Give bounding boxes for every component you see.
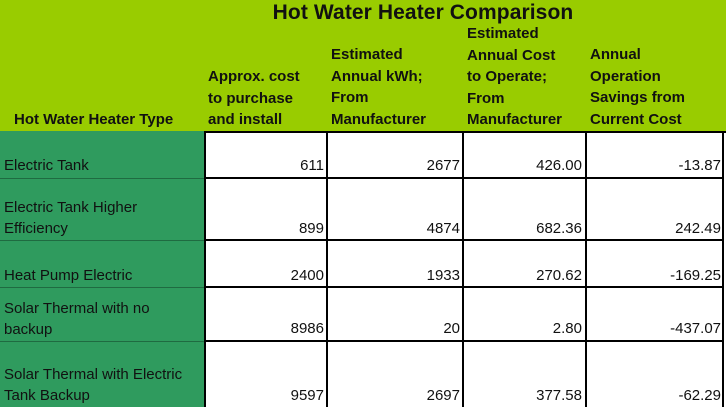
annual-cost-cell[interactable]: 2.80 <box>552 320 582 337</box>
header-annual-cost-line: From <box>467 89 505 107</box>
type-cell-line: Tank Backup <box>4 386 90 404</box>
header-kwh-line: Manufacturer <box>331 110 427 128</box>
cost-cell[interactable]: 611 <box>300 157 324 174</box>
type-row-border <box>0 341 204 342</box>
type-row-border <box>0 287 204 288</box>
savings-cell[interactable]: -62.29 <box>678 387 721 404</box>
annual-cost-cell[interactable]: 270.62 <box>536 267 582 284</box>
type-cell[interactable]: Electric Tank Higher Efficiency <box>0 198 204 239</box>
header-savings: Annual Operation Savings from Current Co… <box>590 44 685 130</box>
kwh-cell[interactable]: 4874 <box>426 220 460 237</box>
column-border <box>204 131 206 407</box>
type-cell-line: Solar Thermal with no <box>4 300 150 317</box>
header-band: Hot Water Heater Comparison Hot Water He… <box>0 0 726 131</box>
header-annual-cost-line: Annual Cost <box>467 46 556 64</box>
header-annual-cost-line: Estimated <box>467 25 539 42</box>
type-cell[interactable]: Electric Tank <box>0 156 204 177</box>
header-cost-line: to purchase <box>208 89 294 107</box>
grid-top-border <box>204 131 726 133</box>
savings-cell[interactable]: -169.25 <box>670 267 721 284</box>
cost-cell[interactable]: 8986 <box>290 320 324 337</box>
column-border <box>462 131 464 407</box>
column-border <box>585 131 587 407</box>
type-cell-line: Electric Tank Higher <box>4 199 138 216</box>
row-border <box>204 340 724 342</box>
cost-cell[interactable]: 2400 <box>290 267 324 284</box>
type-column <box>0 131 204 407</box>
header-kwh: Estimated Annual kWh; From Manufacturer <box>331 44 426 130</box>
row-border <box>204 239 724 241</box>
header-type-line: Hot Water Heater Type <box>14 111 174 128</box>
kwh-cell[interactable]: 2697 <box>426 387 460 404</box>
row-border <box>204 286 724 288</box>
data-grid: Electric Tank 611 2677 426.00 -13.87 Ele… <box>0 131 726 407</box>
header-kwh-line: Estimated <box>331 46 403 63</box>
type-cell[interactable]: Solar Thermal with Electric Tank Backup <box>0 365 204 406</box>
kwh-cell[interactable]: 2677 <box>426 157 460 174</box>
column-border <box>326 131 328 407</box>
header-savings-line: Annual <box>590 46 641 63</box>
annual-cost-cell[interactable]: 682.36 <box>536 220 582 237</box>
header-annual-cost-line: to Operate; <box>467 68 548 85</box>
type-row-border <box>0 240 204 241</box>
type-cell[interactable]: Heat Pump Electric <box>0 266 204 287</box>
header-annual-cost-line: Manufacturer <box>467 111 563 128</box>
savings-cell[interactable]: -437.07 <box>670 320 721 337</box>
type-row-border <box>0 178 204 179</box>
row-border <box>204 177 724 179</box>
header-kwh-line: From <box>331 89 369 106</box>
header-kwh-line: Annual kWh; <box>331 67 423 85</box>
kwh-cell[interactable]: 20 <box>443 320 460 337</box>
type-cell[interactable]: Solar Thermal with no backup <box>0 299 204 340</box>
header-savings-line: Operation <box>590 67 661 85</box>
type-cell-line: Efficiency <box>4 219 68 237</box>
header-type: Hot Water Heater Type <box>14 109 173 131</box>
cost-cell[interactable]: 9597 <box>290 387 324 404</box>
type-cell-line: Electric Tank <box>4 157 89 174</box>
kwh-cell[interactable]: 1933 <box>426 267 460 284</box>
table-title: Hot Water Heater Comparison <box>272 1 574 24</box>
header-cost: Approx. cost to purchase and install <box>208 66 300 131</box>
type-cell-line: backup <box>4 320 53 338</box>
annual-cost-cell[interactable]: 426.00 <box>536 157 582 174</box>
savings-cell[interactable]: -13.87 <box>678 157 721 174</box>
header-annual-cost: Estimated Annual Cost to Operate; From M… <box>467 23 562 131</box>
header-cost-line: Approx. cost <box>208 68 300 85</box>
annual-cost-cell[interactable]: 377.58 <box>536 387 582 404</box>
savings-cell[interactable]: 242.49 <box>675 220 721 237</box>
header-savings-line: Current Cost <box>590 110 682 128</box>
header-savings-line: Savings from <box>590 89 686 106</box>
type-cell-line: Solar Thermal with Electric <box>4 366 183 383</box>
type-cell-line: Heat Pump Electric <box>4 267 133 284</box>
column-border <box>722 131 724 407</box>
cost-cell[interactable]: 899 <box>298 220 324 237</box>
header-cost-line: and install <box>208 111 283 128</box>
